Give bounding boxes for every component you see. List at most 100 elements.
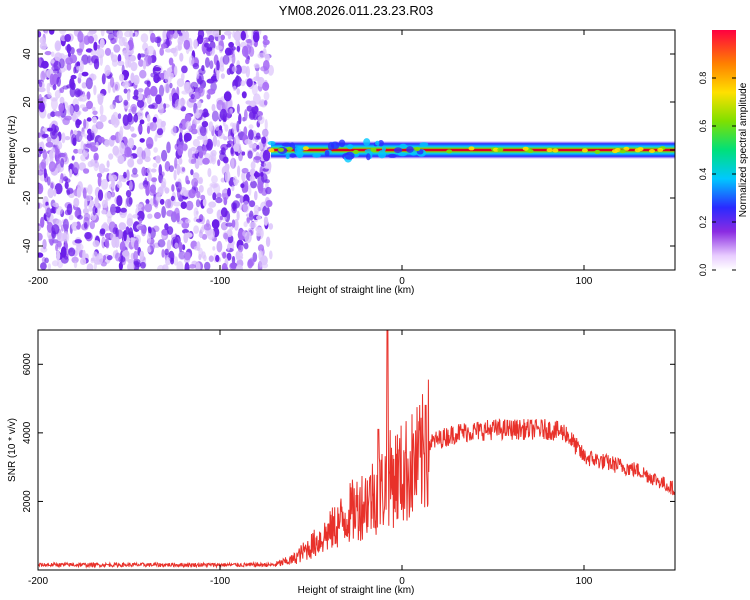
noise-dot xyxy=(201,233,208,240)
noise-dot xyxy=(97,175,102,187)
noise-dot xyxy=(91,106,96,111)
noise-dot xyxy=(220,177,226,183)
noise-dot xyxy=(48,234,53,240)
noise-dot xyxy=(61,132,66,144)
noise-dot xyxy=(216,70,220,81)
snr-x-axis-label: Height of straight line (km) xyxy=(298,585,415,596)
noise-dot xyxy=(122,81,130,89)
noise-dot xyxy=(155,155,161,164)
noise-dot xyxy=(235,39,240,47)
noise-dot xyxy=(99,104,104,116)
noise-dot xyxy=(221,189,228,194)
noise-dot xyxy=(64,136,71,141)
noise-dot xyxy=(256,144,260,150)
snr-panel: -200 -100 0 100 2000 4000 6000 Height of strai… xyxy=(7,329,676,596)
noise-dot xyxy=(195,199,201,208)
noise-dot xyxy=(137,225,146,231)
noise-dot xyxy=(199,126,207,137)
noise-dot xyxy=(187,148,193,159)
noise-dot xyxy=(141,150,146,160)
noise-dot xyxy=(221,262,228,270)
noise-dot xyxy=(103,168,110,172)
noise-dot xyxy=(231,65,238,73)
noise-dot xyxy=(101,199,108,209)
noise-dot xyxy=(176,78,185,87)
noise-dot xyxy=(228,41,235,48)
noise-dot xyxy=(99,114,107,123)
noise-dot xyxy=(249,221,257,229)
noise-dot xyxy=(117,60,125,67)
figure-title: YM08.2026.011.23.23.R03 xyxy=(279,3,433,18)
noise-dot xyxy=(169,82,173,89)
noise-dot xyxy=(51,260,59,267)
noise-dot xyxy=(38,57,42,67)
x-tick-label: 0 xyxy=(399,576,405,587)
noise-dot xyxy=(261,136,267,144)
noise-dot xyxy=(196,241,201,252)
noise-dot xyxy=(75,90,84,96)
noise-dot xyxy=(75,243,84,251)
x-tick-label: 100 xyxy=(576,276,593,287)
noise-dot xyxy=(173,65,178,76)
noise-dot xyxy=(54,90,61,99)
band-hotspot xyxy=(546,148,553,153)
noise-dot xyxy=(83,35,91,45)
noise-dot xyxy=(240,30,246,41)
noise-dot xyxy=(164,223,169,231)
noise-dot xyxy=(38,87,46,93)
noise-dot xyxy=(256,215,262,220)
colorbar-tick-label: 0.6 xyxy=(698,120,708,133)
noise-dot xyxy=(208,35,215,43)
noise-dot xyxy=(235,251,244,259)
noise-dot xyxy=(44,257,49,264)
noise-dot xyxy=(249,175,255,182)
noise-dot xyxy=(192,172,200,180)
noise-dot xyxy=(81,71,89,77)
noise-dot xyxy=(47,176,51,186)
noise-dot xyxy=(204,42,210,48)
noise-dot xyxy=(71,222,78,227)
band-hotspot xyxy=(493,147,499,152)
noise-dot xyxy=(54,183,63,195)
noise-dot xyxy=(196,191,201,199)
noise-dot xyxy=(253,63,260,69)
noise-dot xyxy=(131,106,137,115)
noise-dot xyxy=(54,111,62,117)
noise-dot xyxy=(176,212,180,223)
spectrogram-x-axis-label: Height of straight line (km) xyxy=(298,285,415,296)
band-hotspot xyxy=(619,149,626,154)
noise-dot xyxy=(215,45,223,51)
noise-dot xyxy=(264,179,270,184)
noise-dot xyxy=(124,70,130,78)
noise-dot xyxy=(100,30,105,37)
noise-dot xyxy=(125,44,130,52)
noise-dot xyxy=(114,83,118,91)
noise-dot xyxy=(83,213,91,221)
noise-dot xyxy=(263,91,270,101)
noise-dot xyxy=(38,225,42,230)
noise-dot xyxy=(250,180,257,189)
noise-dot xyxy=(139,138,145,143)
noise-dot xyxy=(134,262,142,268)
noise-dot xyxy=(86,117,92,122)
noise-dot xyxy=(212,246,216,251)
noise-dot xyxy=(52,202,59,208)
noise-dot xyxy=(163,83,171,94)
band-hotspot xyxy=(637,147,644,152)
noise-dot xyxy=(92,116,97,124)
noise-dot xyxy=(264,119,268,131)
noise-dot xyxy=(81,82,87,89)
noise-dot xyxy=(220,34,225,41)
snr-ticks: -200 -100 0 100 2000 4000 6000 xyxy=(22,330,675,587)
noise-dot xyxy=(181,143,188,151)
noise-dot xyxy=(146,114,151,122)
noise-dot xyxy=(154,134,158,142)
noise-dot xyxy=(41,60,49,69)
noise-dot xyxy=(241,171,246,182)
noise-dot xyxy=(73,261,78,269)
noise-dot xyxy=(211,103,216,112)
noise-dot xyxy=(176,163,181,176)
noise-dot xyxy=(258,141,264,151)
noise-dot xyxy=(129,30,134,38)
